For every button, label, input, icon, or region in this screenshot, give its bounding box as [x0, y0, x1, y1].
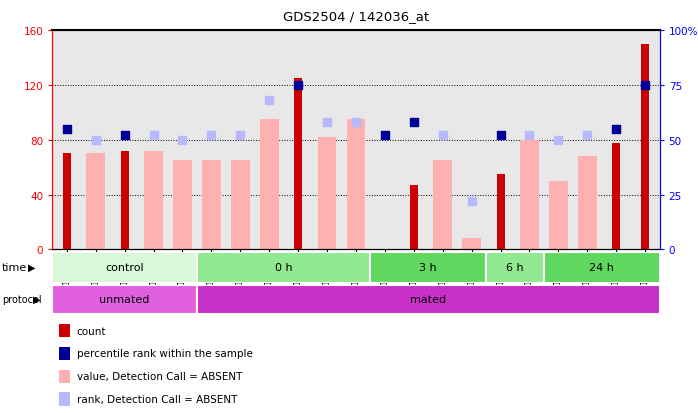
- Bar: [486, 252, 544, 283]
- Text: mated: mated: [410, 294, 446, 304]
- Point: [292, 82, 304, 89]
- Bar: [433, 161, 452, 250]
- Point: [639, 82, 651, 89]
- Text: control: control: [105, 262, 144, 273]
- Bar: [371, 252, 486, 283]
- Bar: [144, 151, 163, 250]
- Point: [495, 133, 506, 139]
- Point: [581, 133, 593, 139]
- Text: unmated: unmated: [99, 294, 150, 304]
- Bar: [347, 120, 365, 250]
- Point: [177, 137, 188, 144]
- Text: rank, Detection Call = ABSENT: rank, Detection Call = ABSENT: [77, 394, 237, 404]
- Point: [611, 126, 622, 133]
- Bar: [496, 175, 505, 250]
- Bar: [197, 252, 371, 283]
- Point: [408, 120, 419, 126]
- Text: protocol: protocol: [2, 294, 42, 304]
- Bar: [641, 45, 649, 250]
- Bar: [197, 285, 660, 314]
- Bar: [87, 154, 105, 250]
- Bar: [52, 252, 197, 283]
- Bar: [260, 120, 279, 250]
- Text: count: count: [77, 326, 106, 336]
- Bar: [52, 285, 197, 314]
- Bar: [318, 138, 336, 250]
- Text: ▶: ▶: [33, 294, 40, 304]
- Bar: [544, 252, 660, 283]
- Point: [148, 133, 159, 139]
- Point: [322, 120, 333, 126]
- Bar: [231, 161, 250, 250]
- Bar: [549, 181, 567, 250]
- Point: [206, 133, 217, 139]
- Bar: [294, 79, 302, 250]
- Text: 3 h: 3 h: [419, 262, 437, 273]
- Point: [90, 137, 101, 144]
- Bar: [410, 185, 418, 250]
- Point: [264, 98, 275, 104]
- Bar: [121, 151, 128, 250]
- Point: [61, 126, 73, 133]
- Point: [466, 198, 477, 205]
- Point: [379, 133, 390, 139]
- Text: time: time: [2, 262, 27, 273]
- Bar: [578, 157, 597, 250]
- Point: [235, 133, 246, 139]
- Bar: [462, 239, 481, 250]
- Point: [350, 120, 362, 126]
- Text: percentile rank within the sample: percentile rank within the sample: [77, 349, 253, 358]
- Point: [553, 137, 564, 144]
- Text: GDS2504 / 142036_at: GDS2504 / 142036_at: [283, 10, 429, 23]
- Text: 0 h: 0 h: [275, 262, 292, 273]
- Bar: [520, 140, 539, 250]
- Text: value, Detection Call = ABSENT: value, Detection Call = ABSENT: [77, 371, 242, 381]
- Point: [437, 133, 448, 139]
- Bar: [173, 161, 192, 250]
- Bar: [612, 143, 621, 250]
- Bar: [63, 154, 71, 250]
- Text: ▶: ▶: [28, 262, 36, 273]
- Point: [524, 133, 535, 139]
- Point: [119, 133, 131, 139]
- Text: 24 h: 24 h: [589, 262, 614, 273]
- Bar: [202, 161, 221, 250]
- Text: 6 h: 6 h: [506, 262, 524, 273]
